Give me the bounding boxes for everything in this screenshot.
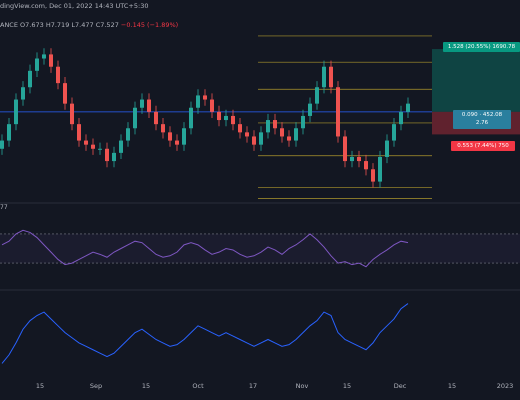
candle-body-2 <box>14 99 18 125</box>
candle-body-17 <box>119 140 123 153</box>
x-tick-8: 15 <box>447 382 457 390</box>
ohlc-values: O7.673 H7.719 L7.477 C7.527 <box>20 21 119 29</box>
obv-line <box>1 303 409 364</box>
candle-body-47 <box>329 66 333 88</box>
candle-body-9 <box>63 83 67 104</box>
x-tick-1: Sep <box>89 382 103 390</box>
candle-body-37 <box>259 132 263 145</box>
candle-body-46 <box>322 66 326 88</box>
entry-label: 0.090 · 452.08 2.76 <box>453 110 511 129</box>
candle-body-42 <box>294 128 298 141</box>
ohlc-header: ANCE O7.673 H7.719 L7.477 C7.527 −0.145 … <box>0 21 178 29</box>
candle-body-45 <box>315 87 319 104</box>
candle-body-52 <box>364 161 368 170</box>
candle-body-38 <box>266 120 270 133</box>
candle-body-19 <box>133 107 137 129</box>
candle-body-33 <box>231 115 235 125</box>
x-tick-2: 15 <box>141 382 151 390</box>
candle-body-32 <box>224 115 228 121</box>
chart-source-header: dingView.com, Dec 01, 2022 14:43 UTC+5:3… <box>0 2 148 10</box>
candle-body-48 <box>336 87 340 137</box>
candle-body-39 <box>273 120 277 129</box>
candle-body-20 <box>140 99 144 108</box>
candle-body-40 <box>280 128 284 137</box>
candle-body-44 <box>308 103 312 116</box>
candle-body-35 <box>245 132 249 137</box>
candle-body-21 <box>147 99 151 112</box>
stop-label: 0.553 (7.44%) 750 <box>451 141 515 151</box>
entry-label-line2: 2.76 <box>475 120 489 126</box>
candle-body-12 <box>84 140 88 145</box>
candle-body-34 <box>238 124 242 133</box>
candle-body-11 <box>77 124 81 141</box>
candle-body-25 <box>175 140 179 145</box>
x-tick-9: 2023 <box>496 382 514 390</box>
rsi-band <box>0 233 520 264</box>
price-change: −0.145 (−1.89%) <box>120 21 179 29</box>
candle-body-26 <box>182 128 186 145</box>
entry-label-line1: 0.090 · 452.08 <box>461 112 503 118</box>
rsi-line <box>1 229 409 268</box>
candle-body-55 <box>385 140 389 157</box>
candle-body-36 <box>252 136 256 145</box>
candle-body-3 <box>21 87 25 100</box>
candle-body-27 <box>189 107 193 129</box>
candle-body-6 <box>42 54 46 59</box>
candle-body-30 <box>210 99 214 112</box>
candle-body-31 <box>217 111 221 121</box>
candle-body-41 <box>287 136 291 141</box>
x-tick-6: 15 <box>342 382 352 390</box>
x-tick-0: 15 <box>35 382 45 390</box>
target-label: 1.528 (20.55%) 1690.78 <box>443 42 520 52</box>
candle-body-5 <box>35 58 39 71</box>
candle-body-56 <box>392 124 396 141</box>
candle-body-10 <box>70 103 74 125</box>
candle-body-1 <box>7 124 11 141</box>
candle-body-43 <box>301 115 305 129</box>
candle-body-24 <box>168 132 172 141</box>
source-date: dingView.com, Dec 01, 2022 14:43 UTC+5:3… <box>0 2 149 10</box>
candle-body-4 <box>28 70 32 88</box>
x-tick-7: Dec <box>393 382 407 390</box>
candle-body-57 <box>399 111 403 125</box>
indicator-label: 77 <box>0 204 8 211</box>
candle-body-49 <box>343 136 347 162</box>
candle-body-14 <box>98 148 102 150</box>
candle-body-13 <box>91 144 95 149</box>
candle-body-8 <box>56 66 60 84</box>
candle-body-15 <box>105 148 109 162</box>
candle-body-22 <box>154 111 158 125</box>
candle-body-53 <box>371 169 375 182</box>
candle-body-51 <box>357 156 361 162</box>
candle-body-58 <box>406 103 410 112</box>
candle-body-18 <box>126 128 130 141</box>
target-zone <box>432 49 520 112</box>
candle-body-54 <box>378 156 382 182</box>
candle-body-28 <box>196 95 200 108</box>
x-tick-3: Oct <box>192 382 204 390</box>
symbol-fragment: ANCE <box>0 21 18 29</box>
x-tick-5: Nov <box>295 382 309 390</box>
candle-body-50 <box>350 156 354 162</box>
candle-body-23 <box>161 124 165 133</box>
candle-body-16 <box>112 152 116 162</box>
candle-body-7 <box>49 54 53 67</box>
candle-body-0 <box>0 140 4 149</box>
x-tick-4: 17 <box>248 382 258 390</box>
candle-body-29 <box>203 95 207 100</box>
